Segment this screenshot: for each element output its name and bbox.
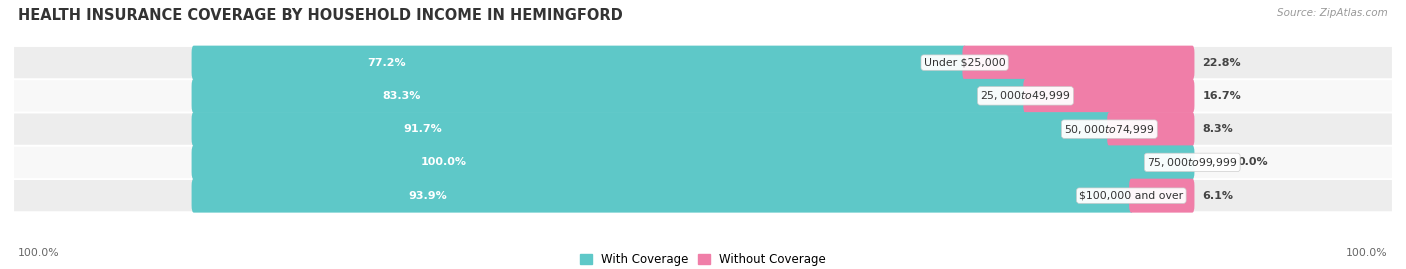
Text: 0.0%: 0.0%	[1237, 157, 1268, 167]
Text: 100.0%: 100.0%	[18, 248, 60, 258]
Text: $50,000 to $74,999: $50,000 to $74,999	[1064, 123, 1154, 136]
Text: 83.3%: 83.3%	[382, 91, 420, 101]
Text: 6.1%: 6.1%	[1202, 191, 1233, 201]
Text: $75,000 to $99,999: $75,000 to $99,999	[1147, 156, 1237, 169]
Text: 93.9%: 93.9%	[409, 191, 447, 201]
FancyBboxPatch shape	[191, 179, 1133, 213]
FancyBboxPatch shape	[1024, 79, 1195, 113]
FancyBboxPatch shape	[191, 112, 1112, 146]
Text: 77.2%: 77.2%	[367, 58, 406, 68]
Legend: With Coverage, Without Coverage: With Coverage, Without Coverage	[579, 253, 827, 266]
Text: 91.7%: 91.7%	[404, 124, 441, 134]
Text: 100.0%: 100.0%	[420, 157, 467, 167]
FancyBboxPatch shape	[962, 46, 1195, 80]
FancyBboxPatch shape	[1129, 179, 1195, 213]
FancyBboxPatch shape	[191, 46, 967, 80]
FancyBboxPatch shape	[14, 114, 1392, 145]
Text: Source: ZipAtlas.com: Source: ZipAtlas.com	[1277, 8, 1388, 18]
Text: 22.8%: 22.8%	[1202, 58, 1241, 68]
FancyBboxPatch shape	[14, 80, 1392, 111]
Text: $100,000 and over: $100,000 and over	[1080, 191, 1184, 201]
Text: HEALTH INSURANCE COVERAGE BY HOUSEHOLD INCOME IN HEMINGFORD: HEALTH INSURANCE COVERAGE BY HOUSEHOLD I…	[18, 8, 623, 23]
FancyBboxPatch shape	[191, 146, 1195, 179]
FancyBboxPatch shape	[14, 47, 1392, 78]
Text: 100.0%: 100.0%	[1346, 248, 1388, 258]
FancyBboxPatch shape	[14, 147, 1392, 178]
Text: 8.3%: 8.3%	[1202, 124, 1233, 134]
FancyBboxPatch shape	[1107, 112, 1195, 146]
FancyBboxPatch shape	[14, 180, 1392, 211]
FancyBboxPatch shape	[191, 79, 1028, 113]
Text: 16.7%: 16.7%	[1202, 91, 1241, 101]
Text: $25,000 to $49,999: $25,000 to $49,999	[980, 89, 1071, 102]
Text: Under $25,000: Under $25,000	[924, 58, 1005, 68]
